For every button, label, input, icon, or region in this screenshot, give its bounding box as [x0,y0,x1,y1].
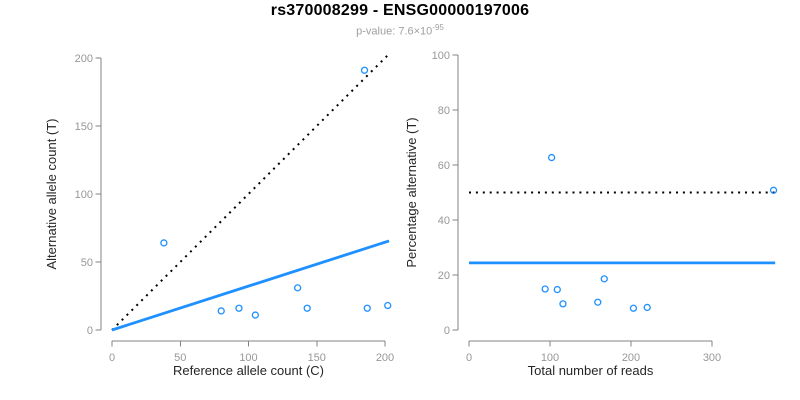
data-point [363,304,371,312]
data-point [160,239,168,247]
data-point [235,304,243,312]
figure-subtitle: p-value: 7.6×10-95 [0,23,800,38]
x-tick-label: 200 [622,352,640,364]
y-tick-label: 100 [432,50,450,62]
y-tick-label: 0 [87,325,93,337]
y-tick-label: 40 [438,215,450,227]
x-tick-label: 200 [376,352,394,364]
data-point [251,311,259,319]
data-point [643,303,651,312]
identity-line [111,54,389,331]
data-point [541,285,549,293]
y-tick-label: 80 [438,105,450,117]
overall-ratio-line [111,239,390,332]
x-tick-label: 150 [308,352,326,364]
y-tick-label: 50 [81,257,93,269]
y-tick-label: 0 [444,325,450,337]
data-point [384,301,392,310]
x-tick-label: 50 [174,352,186,364]
data-point [594,298,602,306]
data-point [553,285,561,294]
data-point [360,66,369,74]
figure-title: rs370008299 - ENSG00000197006 [270,2,530,19]
data-point [293,284,302,292]
pvalue-text: p-value: 7.6×10 [356,25,433,38]
y-tick-label: 20 [438,270,450,282]
data-point [559,300,567,308]
x-axis-title: Total number of reads [528,363,654,378]
data-point [769,186,778,194]
data-point [217,307,225,315]
y-axis-title: Alternative allele count (T) [44,118,59,269]
x-tick-label: 300 [703,352,721,364]
allele-counts-scatter: 0 50 100 150 200 0 50 100 150 200 Reference allele… [44,53,394,378]
x-tick-label: 100 [541,352,559,364]
pvalue-exponent: -95 [432,23,444,32]
x-tick-label: 0 [466,352,472,364]
x-tick-label: 100 [239,352,257,364]
y-axis-title: Percentage alternative (T) [404,117,419,267]
y-tick-label: 60 [438,160,450,172]
x-tick-label: 0 [109,352,115,364]
x-axis-title: Reference allele count (C) [173,363,324,378]
data-point [629,304,638,312]
y-tick-label: 100 [75,189,93,201]
data-point [547,153,556,162]
data-point [600,275,608,283]
y-tick-label: 200 [75,53,93,65]
data-point [303,304,311,312]
y-tick-label: 150 [75,121,93,133]
